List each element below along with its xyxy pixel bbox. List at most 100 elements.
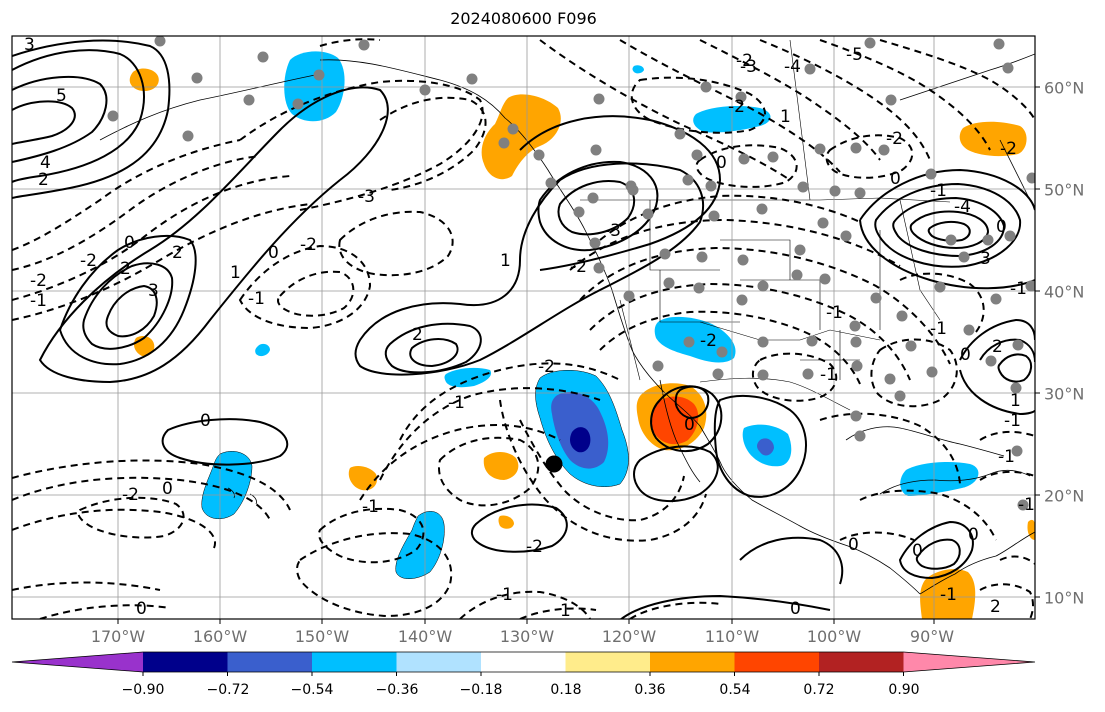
contour-label: 0 xyxy=(124,233,135,253)
colorbar-tick-label: 0.54 xyxy=(719,682,751,698)
political-borders xyxy=(580,39,951,411)
contour-label: -1 xyxy=(826,303,843,323)
contour-label: -2 xyxy=(728,97,745,117)
contour-label: 2 xyxy=(172,243,183,263)
contour-label: 2 xyxy=(412,325,423,345)
contour-label: 1 xyxy=(230,263,241,283)
positive-contours xyxy=(12,39,1035,619)
colorbar-segment xyxy=(481,652,566,672)
colorbar-extend-low xyxy=(12,652,143,672)
negative-contours xyxy=(12,38,1035,619)
lon-label: 140°W xyxy=(397,627,453,646)
colorbar-ticks xyxy=(142,672,904,676)
contour-label: 2 xyxy=(990,597,1001,617)
contour-label: 0 xyxy=(890,169,901,189)
negative-anomaly-region xyxy=(201,451,252,519)
contour-label: 0 xyxy=(968,525,979,545)
colorbar-tick-label: 0.18 xyxy=(550,682,582,698)
map-title: 2024080600 F096 xyxy=(450,9,597,28)
lon-label: 160°W xyxy=(192,627,248,646)
contour-label: -1 xyxy=(930,319,947,339)
contour-label: -2 xyxy=(300,235,317,255)
axis-ticks xyxy=(117,86,1040,624)
colorbar-segment xyxy=(396,652,482,672)
colorbar-tick-label: 0.72 xyxy=(803,682,835,698)
contour-label: 0 xyxy=(848,535,859,555)
colorbar-segment xyxy=(650,652,735,672)
contour-label: -2 xyxy=(886,129,903,149)
contour-label: -2 xyxy=(570,257,587,277)
colorbar-segment xyxy=(227,652,313,672)
lat-label: 30°N xyxy=(1044,384,1085,404)
lon-label: 130°W xyxy=(499,627,555,646)
contour-label: -1 xyxy=(1004,411,1021,431)
contour-labels: 3 5 4 2 3 2 0 2 1 -2 -1 -2 0 -1 -2 -3 1 … xyxy=(24,36,1035,621)
contour-label: 4 xyxy=(40,153,51,173)
contour-label: -1 xyxy=(1018,495,1035,515)
lon-label: 150°W xyxy=(294,627,350,646)
colorbar-segment xyxy=(819,652,904,672)
contour-label: 0 xyxy=(960,345,971,365)
colorbar-tick-label: −0.54 xyxy=(290,682,334,698)
gridlines xyxy=(12,36,1035,619)
colorbar-segment xyxy=(143,652,228,672)
contour-label: -1 xyxy=(940,585,957,605)
contour-label: -3 xyxy=(358,187,375,207)
contour-label: -3 xyxy=(740,57,757,77)
negative-anomaly-mid xyxy=(757,438,774,456)
lon-label: 120°W xyxy=(601,627,657,646)
colorbar-tick-label: −0.90 xyxy=(121,682,165,698)
contour-label: -1 xyxy=(1010,279,1027,299)
lon-label: 170°W xyxy=(90,627,146,646)
contour-label: 3 xyxy=(980,249,991,269)
contour-label: -2 xyxy=(538,357,555,377)
contour-label: -1 xyxy=(998,447,1015,467)
colorbar-tick-label: −0.72 xyxy=(206,682,250,698)
contour-label: 0 xyxy=(268,243,279,263)
contour-label: 2 xyxy=(120,259,131,279)
negative-anomaly-region xyxy=(632,65,644,74)
negative-anomaly-region xyxy=(255,343,270,357)
contour-label: 1 xyxy=(500,251,511,271)
contour-label: -2 xyxy=(700,331,717,351)
lon-label: 110°W xyxy=(704,627,760,646)
lat-label: 40°N xyxy=(1044,282,1085,302)
location-marker-dot xyxy=(545,455,563,473)
lat-label: 60°N xyxy=(1044,78,1085,98)
colorbar-tick-label: 0.36 xyxy=(634,682,666,698)
contour-label: 0 xyxy=(136,599,147,619)
colorbar-segments xyxy=(11,651,1036,673)
contour-label: 0 xyxy=(162,479,173,499)
contour-label: -1 xyxy=(248,289,265,309)
negative-anomaly-region xyxy=(654,316,736,363)
contour-label: 1 xyxy=(1010,391,1021,411)
lat-label: 10°N xyxy=(1044,588,1085,608)
contour-label: 0 xyxy=(200,411,211,431)
contour-label: -3 xyxy=(604,221,621,241)
station-points xyxy=(107,36,1035,511)
contour-label: -1 xyxy=(930,181,947,201)
contour-label: 0 xyxy=(790,599,801,619)
colorbar-extend-high xyxy=(903,652,1035,672)
map-frame xyxy=(11,35,1036,620)
negative-anomaly-region xyxy=(900,462,979,496)
contour-label: 2 xyxy=(992,337,1003,357)
positive-anomaly-region xyxy=(481,94,561,180)
field-outline xyxy=(201,370,629,579)
contour-label: 5 xyxy=(56,86,67,106)
contour-label: -4 xyxy=(784,57,801,77)
colorbar-segment xyxy=(734,652,820,672)
contour-label: -4 xyxy=(954,197,971,217)
colorbar-segment xyxy=(565,652,651,672)
contour-label: 0 xyxy=(684,415,695,435)
contour-label: -1 xyxy=(820,365,837,385)
contour-label: -1 xyxy=(448,393,465,413)
contour-label: 1 xyxy=(560,601,571,621)
contour-label: 0 xyxy=(716,153,727,173)
negative-anomaly-region xyxy=(444,367,492,388)
contour-label: -2 xyxy=(526,537,543,557)
contour-label: 0 xyxy=(912,541,923,561)
contour-label: 3 xyxy=(148,281,159,301)
positive-anomaly-strong xyxy=(651,396,699,445)
